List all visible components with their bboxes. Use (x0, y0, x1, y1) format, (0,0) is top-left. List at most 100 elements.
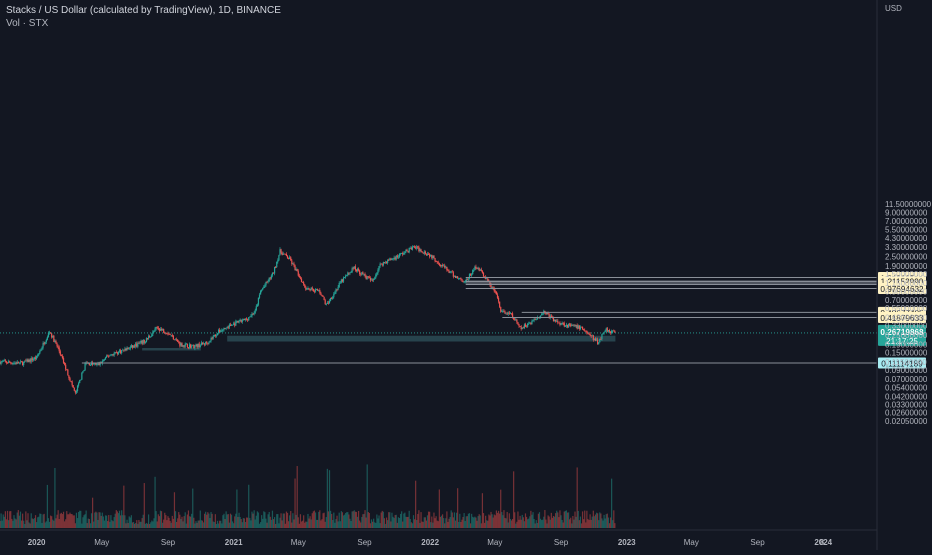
volume-bar (314, 512, 317, 528)
candle-body (448, 270, 450, 273)
candle-body (527, 323, 529, 327)
volume-bar (2, 514, 4, 528)
volume-bar (418, 510, 420, 528)
candle-body (186, 343, 188, 348)
candle-body (40, 349, 42, 351)
candle-body (352, 268, 354, 270)
candle-body (182, 345, 184, 347)
candle-body (413, 246, 416, 248)
volume-bar (490, 511, 492, 528)
volume-bar (343, 514, 346, 528)
candle-body (144, 342, 146, 343)
candle-body (175, 339, 178, 341)
volume-bar (50, 515, 52, 528)
candle-body (545, 312, 547, 315)
candle-body (17, 361, 19, 364)
volume-bar (528, 518, 530, 528)
volume-bar (37, 517, 39, 528)
candle-body (242, 319, 244, 320)
candle-body (208, 342, 210, 344)
volume-bar (398, 518, 401, 528)
candle-body (215, 335, 218, 337)
volume-bar (273, 517, 276, 528)
candle-body (394, 257, 396, 260)
volume-bar (140, 521, 142, 528)
volume-bar (304, 522, 306, 528)
candle-body (401, 252, 403, 254)
volume-bar (604, 518, 606, 528)
candle-body (71, 381, 73, 386)
volume-bar (319, 510, 321, 528)
candle-body (132, 345, 135, 348)
candle-body (139, 342, 141, 344)
candle-body (93, 363, 95, 365)
volume-bar (422, 521, 424, 528)
candle-body (181, 343, 183, 347)
volume-bar (535, 520, 537, 528)
volume-bar (297, 517, 299, 528)
volume-bar (541, 520, 543, 528)
candle-body (451, 271, 453, 273)
volume-bar (496, 512, 499, 528)
volume-bar (201, 520, 204, 528)
candle-body (480, 269, 482, 272)
candle-body (450, 271, 452, 273)
candle-body (589, 333, 591, 336)
candle-body (202, 343, 205, 345)
volume-bar (408, 510, 410, 528)
volume-bar (292, 513, 294, 528)
candle-body (345, 275, 347, 278)
volume-bar (481, 493, 484, 528)
candle-body (166, 333, 168, 335)
candle-body (365, 276, 367, 279)
candle-body (513, 317, 515, 320)
candle-body (576, 324, 578, 329)
candle-body (149, 336, 151, 338)
candle-body (541, 314, 543, 316)
candle-body (520, 326, 522, 329)
candle-body (410, 248, 412, 250)
candle-body (5, 361, 8, 363)
volume-bar (188, 516, 191, 528)
volume-bar (126, 519, 128, 528)
candle-body (422, 252, 424, 254)
candle-body (491, 287, 493, 289)
volume-bar (94, 512, 96, 528)
y-tick-label: 0.04200000 (885, 392, 928, 401)
volume-bar (5, 519, 8, 528)
candle-body (95, 363, 97, 365)
volume-bar (25, 511, 27, 528)
volume-bar (191, 513, 193, 528)
volume-bar (268, 511, 270, 528)
volume-bar (536, 522, 538, 528)
candle-body (273, 266, 276, 274)
candle-body (61, 355, 64, 359)
candle-body (530, 322, 532, 325)
volume-bar (85, 510, 87, 528)
volume-bar (182, 521, 184, 528)
y-tick-label: 0.05400000 (885, 384, 928, 393)
candle-body (284, 253, 286, 255)
candle-body (590, 335, 592, 337)
candle-body (359, 270, 361, 274)
candle-body (457, 276, 459, 279)
candle-body (152, 331, 154, 335)
candle-body (114, 352, 116, 354)
volume-bar (346, 512, 348, 528)
volume-bar (455, 512, 458, 528)
candle-body (188, 344, 191, 348)
volume-bar (285, 511, 288, 528)
candle-body (601, 334, 603, 339)
candle-body (337, 287, 339, 290)
candle-body (435, 261, 437, 262)
candle-body (567, 323, 570, 328)
volume-bar (278, 523, 280, 528)
volume-bar (388, 512, 390, 528)
volume-bar (217, 523, 220, 528)
candle-body (299, 277, 302, 279)
volume-bar (115, 510, 117, 528)
volume-bar (130, 515, 132, 528)
volume-bar (187, 510, 190, 528)
